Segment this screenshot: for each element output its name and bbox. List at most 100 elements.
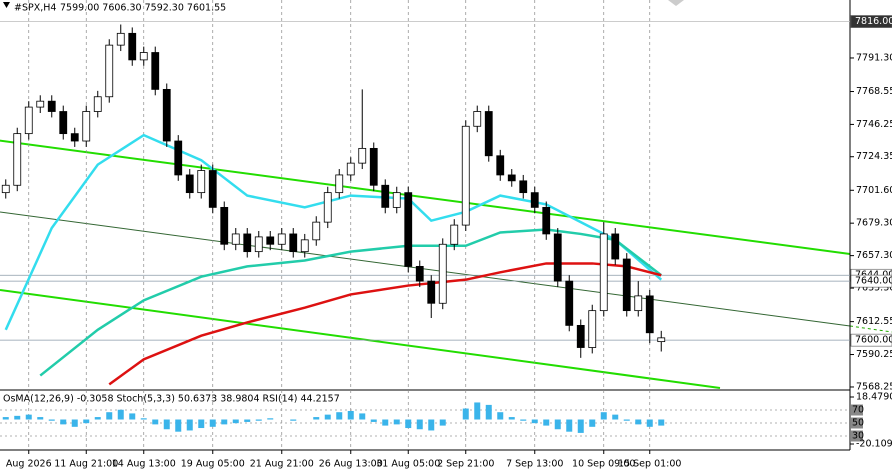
candle-body [289,233,298,253]
osma-bar [543,419,550,426]
candle-body [254,236,263,253]
osma-bar [198,419,205,429]
candle-body [36,100,45,108]
candle-body [450,224,459,245]
candle-body [323,192,332,223]
candle-body [622,258,631,312]
candle-body [427,280,436,304]
price-level-label: 7816.00 [855,16,892,27]
osma-bar [347,410,354,420]
y-tick-label: 7657.30 [856,250,892,261]
moving-average [4,133,663,331]
x-tick-label: 14 Aug 13:00 [112,459,176,470]
y-tick-label: 7791.30 [856,52,892,63]
candle-body [59,111,68,135]
y-tick-label: 7568.25 [856,381,892,392]
y2-tick-label: 70 [852,405,864,416]
osma-bar [267,418,274,420]
osma-bar [25,414,32,420]
candle-body [335,174,344,194]
candle-body [438,243,447,304]
osma-bar [497,412,504,420]
candle-body [392,192,401,208]
price-level: 7640.00 [850,274,892,288]
candle-body [645,295,654,334]
price-level-box [850,15,892,28]
indicator-label: OsMA(12,26,9) -0.3058 Stoch(5,3,3) 50.63… [3,394,340,405]
osma-bar [393,419,400,425]
osma-bar [589,419,596,427]
candle-body [519,180,528,194]
scroll-indicator [668,0,684,6]
osma-bar [554,419,561,430]
candle-body [634,295,643,312]
price-level-box [850,274,892,288]
osma-bar [428,419,435,431]
candle-body [82,111,91,142]
osma-bar [474,402,481,420]
candle-body [358,147,367,164]
osma-bar [221,419,228,425]
channel-middle-extension [849,325,892,333]
osma-bar [520,419,527,421]
candle-body [266,236,275,245]
candle-body [220,206,229,245]
osma-bar [566,419,573,432]
x-tick-label: 11 Aug 21:00 [54,459,118,470]
osma-bar [255,419,262,421]
candle-body [197,170,206,194]
y-tick-label: 7590.25 [856,349,892,360]
candle-body [70,133,79,142]
candle-body [542,206,551,235]
candle-body [24,106,33,135]
price-level-box [850,333,892,347]
candle-body [473,111,482,127]
osma-bar [336,412,343,420]
level-box [851,430,863,442]
candle-body [116,32,125,46]
moving-average [39,228,663,377]
candle-body [576,324,585,348]
osma-bar [359,413,366,420]
candle-body [657,337,666,343]
osma-bar [244,419,251,422]
osma-bar [186,419,193,431]
level-box [851,404,863,416]
osma-bar [232,419,239,424]
x-tick-label: 15 Sep 01:00 [618,459,681,470]
x-tick-label: 26 Aug 13:00 [319,459,383,470]
candle-body [13,133,22,186]
osma-bar [439,419,446,426]
osma-bar [152,419,159,425]
y-tick-label: 18.4790 [856,392,892,403]
price-level-label: 7600.00 [855,335,892,346]
channel-lower [0,289,721,389]
y2-tick-label: 50 [852,418,864,429]
y-tick-label: 7724.35 [856,151,892,162]
candle-body [139,52,148,61]
y-tick-label: 7612.55 [856,316,892,327]
price-level: 7816.00 [850,15,892,28]
candle-body [369,147,378,186]
osma-bar [612,414,619,420]
osma-bar [635,419,642,425]
osma-bar [313,417,320,420]
candle-body [208,170,217,208]
candle-body [599,233,608,312]
osma-bar [94,417,101,420]
osma-bar [48,419,55,421]
osma-bar [600,412,607,420]
osma-bar [175,419,182,432]
candle-body [565,280,574,326]
osma-bar [531,419,538,424]
menu-icon[interactable] [3,2,10,8]
candle-body [507,174,516,182]
candle-body [415,265,424,282]
osma-bar [324,414,331,420]
y2-tick-label: 30 [852,431,864,442]
candle-body [277,233,286,245]
osma-bar [83,419,90,424]
osma-bar [163,419,170,430]
candle-body [530,192,539,208]
